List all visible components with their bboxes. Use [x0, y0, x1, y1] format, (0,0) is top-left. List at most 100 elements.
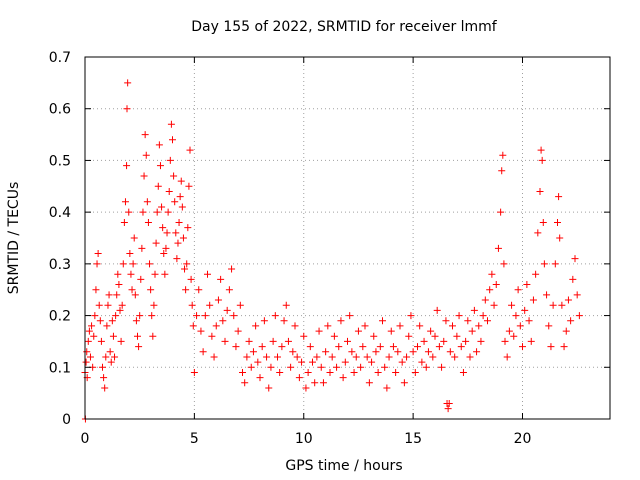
- data-point: [398, 358, 406, 366]
- data-point: [85, 327, 93, 335]
- data-point: [228, 265, 236, 273]
- data-point: [346, 312, 354, 320]
- data-point: [291, 322, 299, 330]
- x-tick-label: 0: [81, 431, 90, 447]
- data-point: [368, 358, 376, 366]
- data-point: [411, 368, 419, 376]
- data-point: [162, 244, 170, 252]
- data-point: [158, 203, 166, 211]
- data-point: [405, 332, 413, 340]
- data-point: [326, 368, 334, 376]
- data-point: [424, 348, 432, 356]
- data-point: [414, 343, 421, 351]
- axis-ticks: 0 5 10 15 20 0 0.1 0.2 0.3 0.4 0.5 0.6 0.7: [49, 50, 610, 447]
- data-point: [451, 353, 459, 361]
- data-point: [564, 296, 572, 304]
- data-point: [396, 322, 404, 330]
- data-point: [113, 291, 121, 299]
- data-point: [187, 275, 195, 283]
- data-point: [457, 343, 465, 351]
- data-point: [575, 312, 583, 320]
- data-point: [82, 358, 90, 366]
- data-point: [361, 322, 369, 330]
- data-point: [479, 312, 487, 320]
- data-point: [298, 358, 306, 366]
- x-tick-label: 10: [295, 431, 313, 447]
- data-point: [418, 358, 426, 366]
- data-point: [536, 187, 544, 195]
- data-point: [103, 322, 111, 330]
- data-point: [111, 353, 119, 361]
- data-point: [387, 327, 395, 335]
- data-point: [147, 286, 155, 294]
- data-point: [146, 260, 154, 268]
- data-point: [470, 306, 478, 314]
- data-point: [543, 291, 551, 299]
- data-point: [214, 296, 222, 304]
- data-point: [263, 353, 271, 361]
- data-point: [170, 172, 178, 180]
- data-point: [289, 348, 297, 356]
- data-point: [99, 363, 106, 371]
- data-point: [84, 337, 92, 345]
- y-tick-label: 0.4: [49, 205, 71, 221]
- data-point: [551, 260, 559, 268]
- x-tick-label: 15: [404, 431, 422, 447]
- data-point: [86, 353, 94, 361]
- data-point: [278, 343, 286, 351]
- data-point: [525, 317, 533, 325]
- data-points: [81, 79, 583, 423]
- data-point: [274, 353, 281, 361]
- data-point: [97, 337, 105, 345]
- data-point: [420, 337, 428, 345]
- data-point: [176, 193, 184, 201]
- data-point: [102, 353, 110, 361]
- data-point: [287, 363, 295, 371]
- data-point: [151, 270, 159, 278]
- data-point: [265, 384, 273, 392]
- data-point: [573, 291, 581, 299]
- data-point: [123, 162, 131, 170]
- data-point: [83, 348, 91, 356]
- data-point: [115, 281, 123, 289]
- data-point: [466, 353, 474, 361]
- data-point: [468, 327, 476, 335]
- data-point: [156, 162, 164, 170]
- data-point: [344, 337, 351, 345]
- data-point: [357, 363, 365, 371]
- data-point: [120, 218, 128, 226]
- data-point: [212, 322, 220, 330]
- data-point: [208, 332, 216, 340]
- data-point: [455, 312, 463, 320]
- data-point: [167, 120, 175, 128]
- data-point: [100, 374, 108, 382]
- data-point: [154, 182, 162, 190]
- data-point: [488, 270, 496, 278]
- data-point: [293, 353, 301, 361]
- data-point: [276, 368, 284, 376]
- data-point: [499, 151, 507, 159]
- data-point: [149, 332, 157, 340]
- data-point: [328, 353, 336, 361]
- data-point: [500, 260, 508, 268]
- data-point: [225, 286, 233, 294]
- data-point: [571, 255, 579, 263]
- data-point: [178, 203, 186, 211]
- data-point: [429, 353, 437, 361]
- data-point: [104, 301, 112, 309]
- data-point: [152, 239, 160, 247]
- data-point: [88, 322, 96, 330]
- data-point: [217, 275, 225, 283]
- data-point: [252, 322, 260, 330]
- data-point: [143, 198, 151, 206]
- data-point: [101, 384, 109, 392]
- data-point: [256, 374, 264, 382]
- data-point: [494, 244, 502, 252]
- data-point: [376, 343, 384, 351]
- data-point: [126, 250, 134, 258]
- data-point: [195, 286, 203, 294]
- data-point: [232, 343, 240, 351]
- data-point: [210, 353, 218, 361]
- data-point: [319, 379, 327, 387]
- data-point: [131, 291, 139, 299]
